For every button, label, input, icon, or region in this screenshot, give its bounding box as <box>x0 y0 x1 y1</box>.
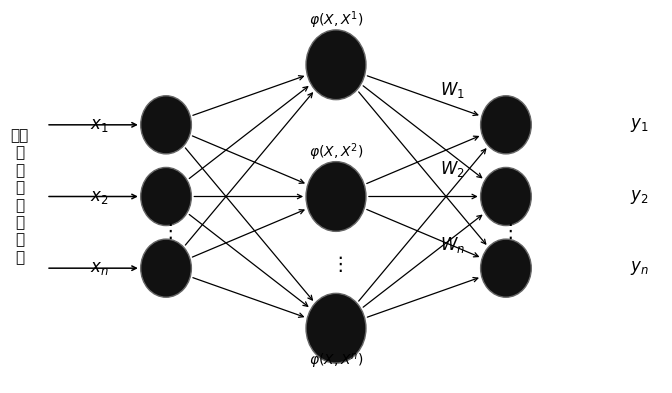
Text: $\vdots$: $\vdots$ <box>160 221 173 241</box>
Ellipse shape <box>306 162 366 231</box>
Text: $W_n$: $W_n$ <box>440 235 465 255</box>
Text: $y_n$: $y_n$ <box>630 259 648 277</box>
Ellipse shape <box>140 239 192 297</box>
Ellipse shape <box>306 30 366 100</box>
Text: $y_2$: $y_2$ <box>630 187 648 206</box>
Text: $\varphi(X,X^n)$: $\varphi(X,X^n)$ <box>309 352 363 371</box>
Text: 系统
可
测
的
状
态
变
量: 系统 可 测 的 状 态 变 量 <box>10 128 29 265</box>
Text: $W_1$: $W_1$ <box>440 80 465 100</box>
Text: $x_2$: $x_2$ <box>90 187 109 206</box>
Text: $x_1$: $x_1$ <box>90 116 109 134</box>
Text: $y_1$: $y_1$ <box>630 116 648 134</box>
Ellipse shape <box>140 96 192 154</box>
Text: $\vdots$: $\vdots$ <box>499 221 512 241</box>
Text: $\varphi(X,X^1)$: $\varphi(X,X^1)$ <box>309 9 363 31</box>
Text: $\varphi(X,X^2)$: $\varphi(X,X^2)$ <box>309 141 363 163</box>
Ellipse shape <box>480 239 532 297</box>
Ellipse shape <box>480 96 532 154</box>
Text: $W_2$: $W_2$ <box>440 160 465 179</box>
Ellipse shape <box>306 293 366 363</box>
Text: $x_n$: $x_n$ <box>90 259 109 277</box>
Text: $\vdots$: $\vdots$ <box>330 254 342 274</box>
Ellipse shape <box>480 167 532 226</box>
Ellipse shape <box>140 167 192 226</box>
